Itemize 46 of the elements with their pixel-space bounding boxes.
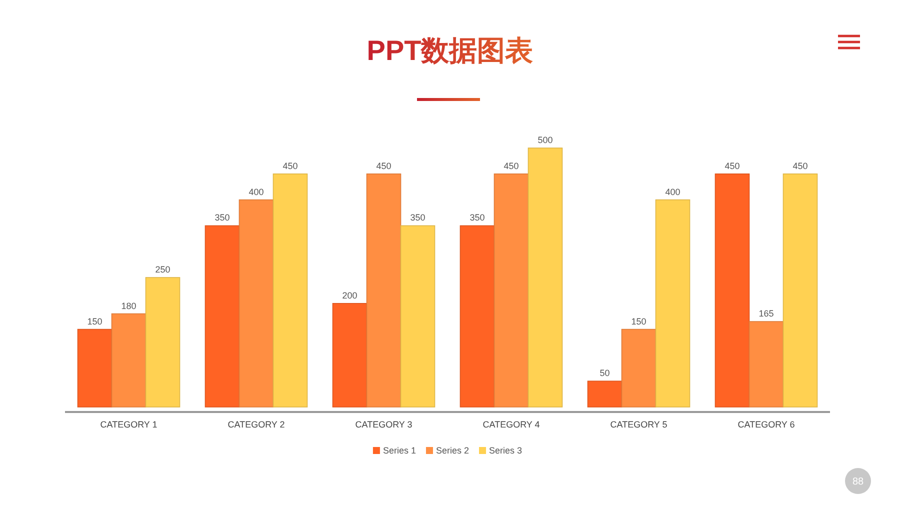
bar bbox=[238, 199, 274, 408]
data-label: 450 bbox=[724, 160, 740, 171]
data-label: 450 bbox=[792, 160, 808, 171]
data-label: 250 bbox=[155, 264, 170, 274]
data-label: 165 bbox=[758, 308, 774, 319]
data-label: 150 bbox=[87, 316, 102, 326]
data-label: 50 bbox=[600, 368, 610, 378]
data-label: 400 bbox=[248, 186, 264, 197]
bar bbox=[145, 277, 180, 408]
x-tick-label: CATEGORY 2 bbox=[228, 419, 285, 430]
bar bbox=[782, 174, 818, 408]
bar bbox=[332, 303, 368, 408]
legend-label: Series 2 bbox=[436, 446, 470, 456]
bar bbox=[748, 321, 784, 408]
bar bbox=[655, 199, 690, 408]
x-tick-label: CATEGORY 4 bbox=[482, 419, 540, 430]
bar bbox=[621, 328, 656, 408]
bar bbox=[528, 148, 563, 408]
data-label: 350 bbox=[214, 212, 230, 223]
data-label: 400 bbox=[665, 186, 680, 197]
chart-title: PPT数据图表 bbox=[366, 35, 534, 66]
data-label: 500 bbox=[538, 135, 553, 145]
data-label: 350 bbox=[470, 212, 485, 223]
data-label: 450 bbox=[376, 160, 392, 171]
bar bbox=[714, 174, 750, 408]
bar bbox=[111, 313, 146, 408]
bar bbox=[400, 225, 436, 408]
bar bbox=[587, 380, 622, 408]
data-label: 450 bbox=[504, 160, 519, 171]
bar bbox=[272, 174, 308, 408]
legend-label: Series 1 bbox=[382, 446, 416, 456]
x-tick-label: CATEGORY 3 bbox=[355, 419, 412, 430]
data-label: 450 bbox=[282, 160, 298, 171]
data-label: 180 bbox=[121, 300, 136, 311]
x-tick-label: CATEGORY 1 bbox=[100, 419, 158, 430]
bar bbox=[204, 225, 240, 408]
x-tick-label: CATEGORY 6 bbox=[738, 419, 795, 430]
bar bbox=[77, 328, 112, 408]
data-label: 150 bbox=[631, 316, 646, 326]
bar bbox=[494, 174, 529, 408]
bar bbox=[460, 225, 495, 408]
x-tick-label: CATEGORY 5 bbox=[610, 419, 668, 430]
data-label: 350 bbox=[410, 212, 426, 223]
legend-label: Series 3 bbox=[489, 446, 522, 456]
data-label: 200 bbox=[342, 290, 358, 300]
bar bbox=[366, 174, 402, 408]
